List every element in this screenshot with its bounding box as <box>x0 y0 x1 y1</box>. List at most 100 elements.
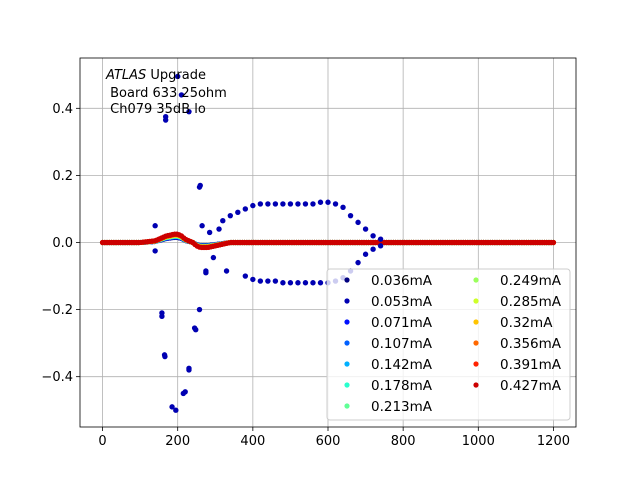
outlier-point <box>257 201 264 207</box>
legend-label: 0.249mA <box>500 273 562 289</box>
annotation-line3: Ch079 35dB lo <box>106 102 206 117</box>
legend-frame <box>326 268 571 421</box>
outlier-point <box>257 278 264 284</box>
legend-entry: 0.178mA <box>344 378 433 394</box>
legend-label: 0.107mA <box>371 336 433 352</box>
legend-marker <box>344 361 350 367</box>
legend-label: 0.071mA <box>371 315 433 331</box>
legend-marker <box>473 382 479 388</box>
legend-entry: 0.391mA <box>473 357 562 373</box>
legend-entry: 0.32mA <box>473 315 553 331</box>
legend-entry: 0.036mA <box>344 273 433 289</box>
outlier-point <box>186 108 192 115</box>
outlier-point <box>355 259 361 266</box>
outlier-point <box>370 246 376 252</box>
y-tick-label: 0.4 <box>52 102 73 117</box>
outlier-point <box>280 280 286 286</box>
legend-marker <box>344 403 350 409</box>
x-tick-label: 200 <box>165 434 190 449</box>
outlier-point <box>325 199 331 205</box>
legend-label: 0.178mA <box>371 378 433 394</box>
x-tick-label: 600 <box>316 434 341 449</box>
outlier-point <box>310 280 316 286</box>
outlier-point <box>162 114 169 120</box>
outlier-point <box>178 92 185 98</box>
legend-marker <box>344 382 350 388</box>
outlier-point <box>287 280 294 286</box>
outlier-point <box>310 201 316 207</box>
x-tick-label: 800 <box>391 434 416 449</box>
legend-entry: 0.213mA <box>344 399 433 415</box>
y-tick-label: 0.2 <box>52 169 73 184</box>
legend-entries: 0.036mA 0.053mA 0.071mA 0.107mA 0.142mA 0.178… <box>344 273 562 415</box>
outlier-point <box>216 226 222 232</box>
outlier-point <box>280 201 286 207</box>
outlier-point <box>152 248 158 254</box>
outlier-point <box>340 204 346 210</box>
legend-marker <box>473 340 479 346</box>
annotation-line2: Board 633 25ohm <box>106 86 227 101</box>
legend-marker <box>344 319 350 325</box>
outlier-point <box>250 202 256 209</box>
data-ribbons <box>99 231 557 251</box>
outlier-point <box>302 201 309 207</box>
legend-label: 0.391mA <box>500 357 562 373</box>
outlier-point <box>317 280 324 286</box>
outlier-point <box>203 269 209 276</box>
outlier-point <box>227 212 233 219</box>
x-tick-label: 0 <box>98 434 106 449</box>
outlier-point <box>295 280 301 286</box>
outlier-point <box>199 223 205 229</box>
legend-marker <box>473 298 479 304</box>
outlier-point <box>295 201 301 207</box>
outlier-point <box>169 404 175 410</box>
outlier-point <box>377 243 384 249</box>
legend-label: 0.142mA <box>371 357 433 373</box>
outlier-point <box>302 280 309 286</box>
outlier-point <box>175 73 181 80</box>
legend-marker <box>344 340 350 346</box>
legend-label: 0.036mA <box>371 273 433 289</box>
outlier-point <box>223 268 230 274</box>
outlier-point <box>197 182 203 189</box>
legend-entry: 0.427mA <box>473 378 562 394</box>
legend-entry: 0.249mA <box>473 273 562 289</box>
x-tick-label: 1000 <box>462 434 495 449</box>
annotation-line1: ATLAS Upgrade <box>105 68 206 83</box>
legend-entry: 0.107mA <box>344 336 433 352</box>
legend-label: 0.356mA <box>500 336 562 352</box>
outlier-point <box>162 353 168 360</box>
outlier-point <box>317 199 324 205</box>
outlier-point <box>332 201 339 207</box>
outlier-point <box>287 201 294 207</box>
outlier-point <box>265 201 271 207</box>
legend: 0.036mA 0.053mA 0.071mA 0.107mA 0.142mA 0.178… <box>326 268 571 421</box>
outlier-point <box>265 278 271 284</box>
y-tick-label: 0.0 <box>52 236 73 251</box>
outlier-point <box>220 218 226 224</box>
outlier-point <box>210 254 217 261</box>
outlier-point <box>196 306 203 313</box>
data-point <box>550 239 557 246</box>
outlier-point <box>362 251 369 257</box>
legend-marker <box>344 277 350 283</box>
legend-marker <box>344 298 350 304</box>
outlier-point <box>355 219 361 226</box>
y-tick-label: −0.4 <box>41 370 73 385</box>
outlier-point <box>250 276 256 283</box>
legend-marker <box>473 319 479 325</box>
legend-label: 0.285mA <box>500 294 562 310</box>
outlier-point <box>242 206 249 212</box>
y-tick-label: −0.2 <box>41 303 73 318</box>
outlier-point <box>152 223 158 229</box>
outlier-point <box>159 313 165 319</box>
outlier-point <box>362 226 369 232</box>
y-axis-ticks: −0.4 −0.2 0.0 0.2 0.4 <box>41 102 80 385</box>
outlier-point <box>173 407 179 413</box>
outlier-point <box>370 233 376 239</box>
outlier-point <box>193 327 199 333</box>
outlier-point <box>377 236 384 242</box>
legend-label: 0.427mA <box>500 378 562 394</box>
outlier-point <box>180 390 187 397</box>
